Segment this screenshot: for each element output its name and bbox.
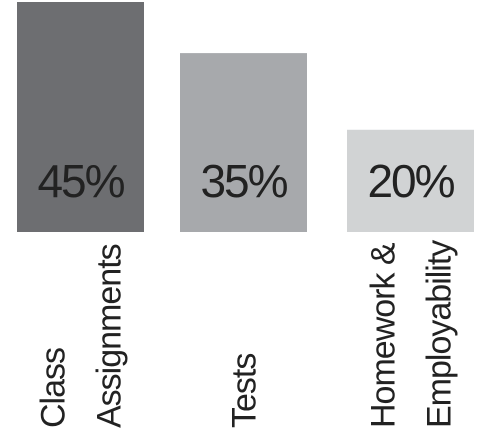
bar-2 — [180, 53, 307, 232]
category-label-2-line-1: Tests — [226, 354, 264, 428]
bar-1 — [17, 2, 144, 232]
category-label-1-line-1: Class — [35, 348, 73, 428]
category-label-1-line-2: Assignments — [91, 244, 129, 428]
category-label-3-line-2: Employability — [421, 240, 459, 428]
bar-value-label-1: 45% — [37, 155, 124, 207]
bar-value-label-2: 35% — [200, 155, 287, 207]
bar-value-label-3: 20% — [367, 155, 454, 207]
category-label-3-line-1: Homework & — [365, 242, 403, 428]
bar-3 — [347, 129, 474, 232]
